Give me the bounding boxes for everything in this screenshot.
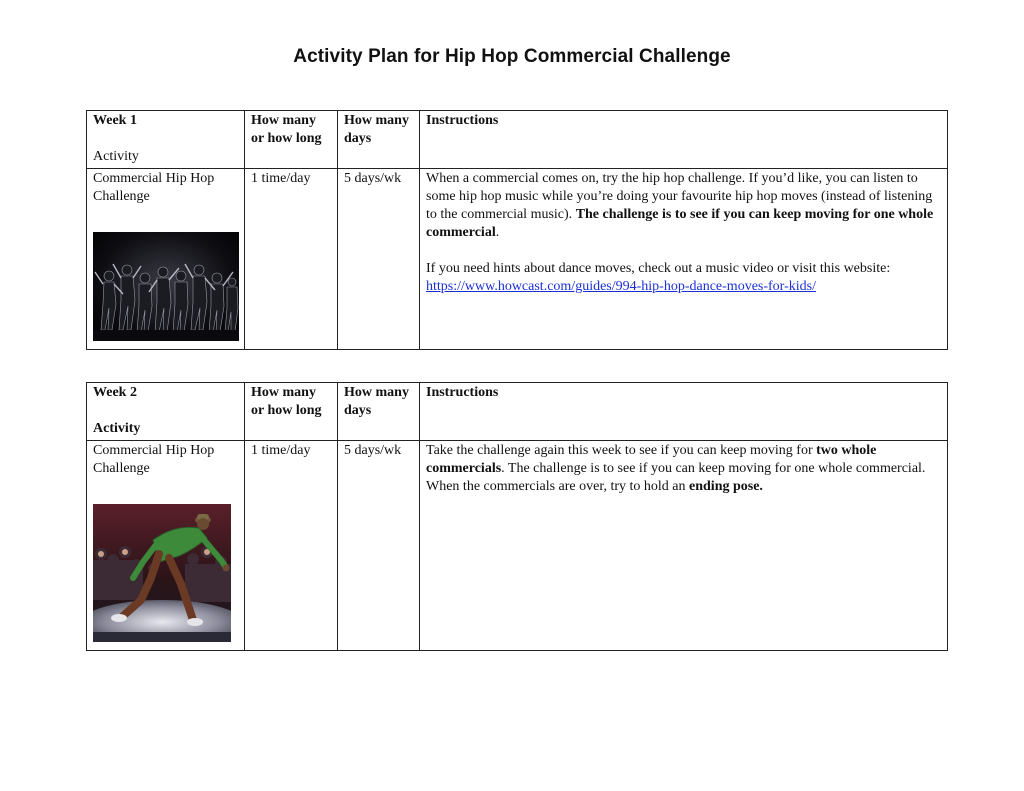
week-1-how-many-value: 1 time/day [251,171,311,186]
how-many-header-label: How many or how long [251,113,322,146]
week-1-instructions-paragraph-1: When a commercial comes on, try the hip … [426,170,941,242]
week-2-activity-cell: Commercial Hip Hop Challenge [86,440,245,651]
breakdancer-photo-icon [93,504,231,642]
howcast-link[interactable]: https://www.howcast.com/guides/994-hip-h… [426,279,816,294]
week-2-days-value: 5 days/wk [344,443,402,458]
week-2-instructions-cell: Take the challenge again this week to se… [419,440,948,651]
week-2-days-header: How many days [337,382,420,441]
week-1-table: Week 1 Activity How many or how long How… [86,110,948,350]
week-1-activity-cell: Commercial Hip Hop Challenge [86,168,245,350]
week-1-header-row: Week 1 Activity How many or how long How… [86,110,948,169]
week-1-instructions-header: Instructions [419,110,948,169]
instructions-bold-text: ending pose. [689,479,763,494]
week-1-how-many-cell: 1 time/day [244,168,338,350]
week-1-label: Week 1 [93,113,137,128]
how-many-header-label: How many or how long [251,385,322,418]
week-2-body-row: Commercial Hip Hop Challenge [86,440,948,651]
week-1-days-value: 5 days/wk [344,171,402,186]
week-2-how-many-cell: 1 time/day [244,440,338,651]
instructions-text: . The challenge is to see if you can kee… [426,461,926,494]
instructions-header-label: Instructions [426,385,499,400]
dance-group-photo-icon [93,232,239,341]
instructions-header-label: Instructions [426,113,499,128]
week-1-activity-name: Commercial Hip Hop Challenge [93,171,215,204]
instructions-text: When a commercial comes on, try the hip … [426,171,933,222]
week-1-how-many-header: How many or how long [244,110,338,169]
activity-header-label: Activity [93,421,141,436]
week-1-days-header: How many days [337,110,420,169]
week-2-table: Week 2 Activity How many or how long How… [86,382,948,651]
instructions-bold-text: two whole commercials [426,443,877,476]
instructions-text: Take the challenge again this week to se… [426,443,817,458]
week-2-how-many-header: How many or how long [244,382,338,441]
week-2-activity-header: Week 2 Activity [86,382,245,441]
days-header-label: How many days [344,113,409,146]
week-2-how-many-value: 1 time/day [251,443,311,458]
week-1-activity-header: Week 1 Activity [86,110,245,169]
activity-header-label: Activity [93,149,139,164]
week-2-label: Week 2 [93,385,137,400]
week-1-instructions-cell: When a commercial comes on, try the hip … [419,168,948,350]
instructions-bold-text: The challenge is to see if you can keep … [426,207,934,240]
week-2-activity-name: Commercial Hip Hop Challenge [93,443,215,476]
week-2-days-cell: 5 days/wk [337,440,420,651]
week-2-header-row: Week 2 Activity How many or how long How… [86,382,948,441]
instructions-text: . [495,225,500,240]
week-2-instructions-header: Instructions [419,382,948,441]
instructions-text: If you need hints about dance moves, che… [426,261,891,276]
week-2-instructions-paragraph: Take the challenge again this week to se… [426,442,941,496]
week-1-instructions-paragraph-2: If you need hints about dance moves, che… [426,260,941,296]
week-1-body-row: Commercial Hip Hop Challenge [86,168,948,350]
page-title: Activity Plan for Hip Hop Commercial Cha… [293,46,731,67]
days-header-label: How many days [344,385,409,418]
week-1-days-cell: 5 days/wk [337,168,420,350]
